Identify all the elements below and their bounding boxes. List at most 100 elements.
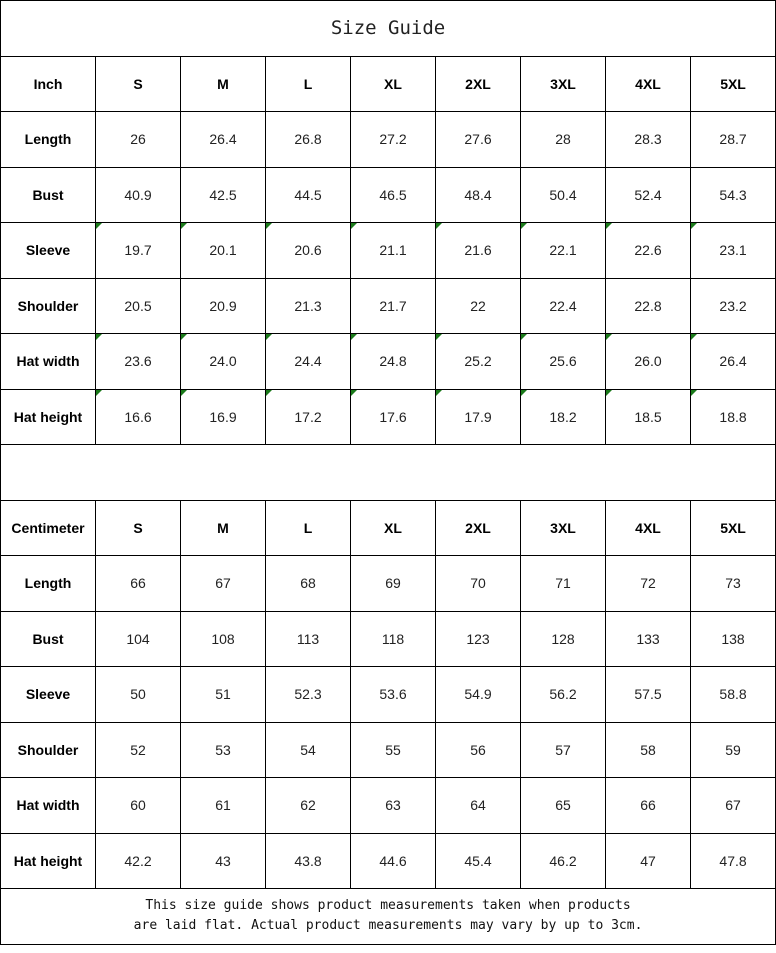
size-header: L [265, 55, 351, 112]
spacer-cell [0, 444, 776, 501]
row-label: Hat height [0, 388, 96, 445]
value-cell: 27.2 [350, 111, 436, 168]
cell-value: 63 [385, 797, 401, 814]
cell-value: 58.8 [719, 686, 747, 703]
text-number-warning-icon [691, 334, 697, 340]
size-header: 3XL [520, 499, 606, 556]
text-number-warning-icon [521, 334, 527, 340]
table-row: Hat height 42.2 43 43.8 44.6 45.4 46.2 47 47.8 [0, 832, 776, 889]
cell-value: 118 [381, 630, 405, 647]
cell-value: 23.1 [719, 242, 747, 259]
row-label: Bust [0, 166, 96, 223]
table-row: Shoulder 52 53 54 55 56 57 58 59 [0, 721, 776, 778]
cell-value: 25.6 [549, 353, 577, 370]
text-number-warning-icon [181, 223, 187, 229]
text-number-warning-icon [96, 334, 102, 340]
row-label: Hat height [0, 832, 96, 889]
size-header: 4XL [605, 55, 691, 112]
cell-value: 19.7 [124, 242, 152, 259]
value-cell: 54 [265, 721, 351, 778]
value-cell: 42.5 [180, 166, 266, 223]
cell-value: 133 [636, 630, 660, 647]
value-cell: 65 [520, 777, 606, 834]
table-row: Sleeve 50 51 52.3 53.6 54.9 56.2 57.5 58.8 [0, 666, 776, 723]
cell-value: 43 [215, 852, 231, 869]
cell-value: 52.3 [294, 686, 322, 703]
value-cell: 66 [95, 555, 181, 612]
cell-value: 42.5 [209, 186, 237, 203]
row-label: Shoulder [0, 721, 96, 778]
cell-value: 17.6 [379, 408, 407, 425]
value-cell: 26.0 [605, 333, 691, 390]
cell-value: 54.9 [464, 686, 492, 703]
value-cell: 54.9 [435, 666, 521, 723]
value-cell: 59 [689, 721, 776, 778]
cell-value: 27.6 [464, 131, 492, 148]
text-number-warning-icon [266, 389, 272, 396]
note-row: This size guide shows product measuremen… [0, 888, 776, 945]
cell-value: 16.6 [124, 408, 152, 425]
value-cell: 55 [350, 721, 436, 778]
text-number-warning-icon [606, 389, 612, 396]
value-cell: 43 [180, 832, 266, 889]
size-header: 5XL [689, 499, 776, 556]
value-cell: 26.4 [689, 333, 776, 390]
cell-value: 18.8 [719, 408, 747, 425]
table-row: Length 26 26.4 26.8 27.2 27.6 28 28.3 28.7 [0, 111, 776, 168]
text-number-warning-icon [691, 389, 697, 396]
value-cell: 104 [95, 610, 181, 667]
cell-value: 27.2 [379, 131, 407, 148]
value-cell: 56.2 [520, 666, 606, 723]
cell-value: 66 [640, 797, 656, 814]
value-cell: 113 [265, 610, 351, 667]
cell-value: 138 [721, 630, 745, 647]
text-number-warning-icon [691, 223, 697, 229]
value-cell: 67 [180, 555, 266, 612]
table-row: Length 66 67 68 69 70 71 72 73 [0, 555, 776, 612]
text-number-warning-icon [351, 389, 357, 396]
disclaimer-note: This size guide shows product measuremen… [0, 888, 776, 945]
cell-value: 20.6 [294, 242, 322, 259]
value-cell: 123 [435, 610, 521, 667]
value-cell: 22.6 [605, 222, 691, 279]
value-cell: 20.1 [180, 222, 266, 279]
spacer-row [0, 444, 776, 501]
cell-value: 21.3 [294, 297, 322, 314]
note-line: are laid flat. Actual product measuremen… [133, 918, 643, 934]
value-cell: 16.9 [180, 388, 266, 445]
value-cell: 25.2 [435, 333, 521, 390]
text-number-warning-icon [521, 389, 527, 396]
note-line: This size guide shows product measuremen… [145, 898, 631, 914]
row-label: Length [0, 111, 96, 168]
value-cell: 46.5 [350, 166, 436, 223]
value-cell: 69 [350, 555, 436, 612]
cell-value: 123 [466, 630, 490, 647]
page-title: Size Guide [0, 0, 776, 57]
value-cell: 62 [265, 777, 351, 834]
cell-value: 64 [470, 797, 486, 814]
value-cell: 47.8 [689, 832, 776, 889]
cell-value: 62 [300, 797, 316, 814]
cell-value: 54.3 [719, 186, 747, 203]
cell-value: 47 [640, 852, 656, 869]
size-header: M [180, 499, 266, 556]
cell-value: 48.4 [464, 186, 492, 203]
value-cell: 27.6 [435, 111, 521, 168]
cell-value: 40.9 [124, 186, 152, 203]
value-cell: 43.8 [265, 832, 351, 889]
cell-value: 53.6 [379, 686, 407, 703]
cell-value: 50.4 [549, 186, 577, 203]
cell-value: 20.1 [209, 242, 237, 259]
value-cell: 133 [605, 610, 691, 667]
row-label: Hat width [0, 333, 96, 390]
value-cell: 66 [605, 777, 691, 834]
value-cell: 46.2 [520, 832, 606, 889]
value-cell: 21.7 [350, 277, 436, 334]
value-cell: 20.5 [95, 277, 181, 334]
cell-value: 24.8 [379, 353, 407, 370]
value-cell: 24.0 [180, 333, 266, 390]
cell-value: 56.2 [549, 686, 577, 703]
value-cell: 44.5 [265, 166, 351, 223]
cell-value: 26 [130, 131, 146, 148]
